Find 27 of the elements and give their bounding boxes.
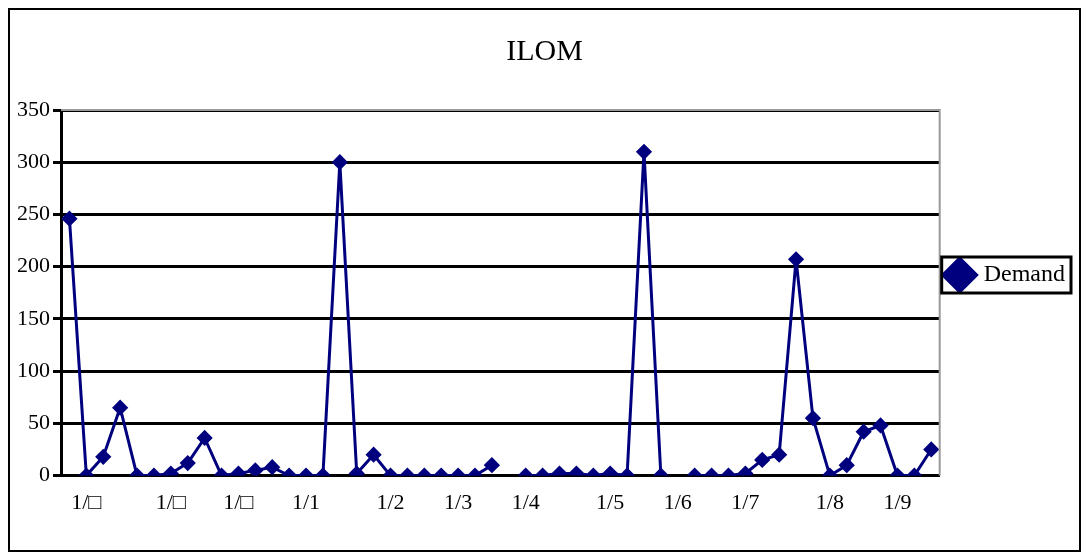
y-tick-label: 0 — [39, 461, 50, 487]
y-tick-label: 200 — [17, 252, 50, 278]
point — [332, 154, 348, 170]
x-tick-label: 1/8 — [815, 488, 844, 514]
x-tick-label: 1/3 — [444, 488, 473, 514]
x-tick-label: 1/□ — [155, 488, 187, 514]
y-tick-label: 50 — [28, 409, 50, 435]
legend-label: Demand — [983, 260, 1066, 287]
x-tick-label: 1/6 — [663, 488, 692, 514]
y-tick-label: 350 — [17, 95, 50, 121]
point — [247, 462, 263, 476]
point — [788, 251, 804, 267]
y-tick-label: 250 — [17, 200, 50, 226]
point — [61, 211, 77, 227]
x-tick-label: 1/1 — [291, 488, 321, 514]
y-tick-label: 300 — [17, 148, 50, 174]
x-tick-label: 1/5 — [596, 488, 625, 514]
chart-title: ILOM — [506, 32, 583, 66]
x-tick-label: 1/9 — [883, 488, 912, 514]
y-tick-label: 100 — [17, 356, 50, 382]
x-tick-label: 1/4 — [511, 488, 540, 514]
x-tick-label: 1/7 — [731, 488, 760, 514]
x-tick-label: 1/2 — [376, 488, 405, 514]
point — [636, 144, 652, 160]
x-tick-label: 1/□ — [71, 488, 102, 514]
x-tick-label: 1/□ — [223, 488, 254, 514]
y-tick-label: 150 — [17, 304, 50, 330]
